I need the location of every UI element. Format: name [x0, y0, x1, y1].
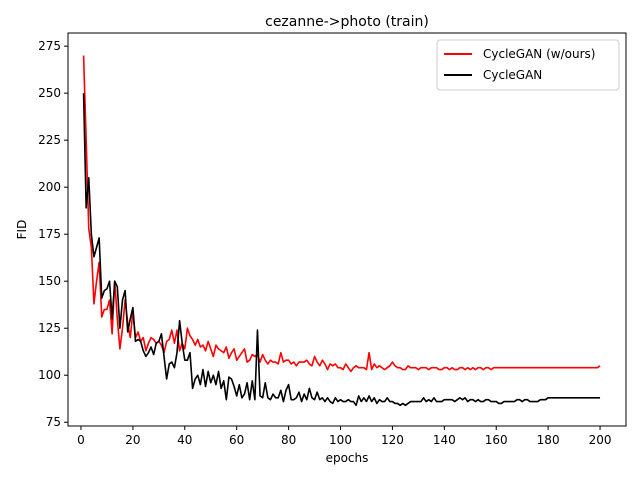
- y-axis: 75 100 125 150 175 200 225 250 275: [38, 39, 68, 429]
- x-tick-label: 60: [229, 433, 244, 447]
- x-axis-label: epochs: [326, 451, 369, 465]
- y-tick-label: 175: [38, 227, 61, 241]
- plot-area: [67, 32, 627, 427]
- y-tick-label: 75: [46, 415, 61, 429]
- x-tick-label: 160: [485, 433, 508, 447]
- series-line-0: [82, 55, 601, 373]
- x-axis: 0 20 40 60 80 100 120 140 160 180 200: [77, 426, 611, 447]
- series-lines: [82, 55, 601, 407]
- x-tick-label: 40: [177, 433, 192, 447]
- x-tick-label: 0: [77, 433, 85, 447]
- y-tick-label: 150: [38, 274, 61, 288]
- y-tick-label: 200: [38, 180, 61, 194]
- legend-entry-1: CycleGAN: [483, 68, 542, 82]
- x-tick-label: 140: [433, 433, 456, 447]
- plot-frame: [67, 32, 627, 427]
- y-tick-label: 275: [38, 39, 61, 53]
- chart-title: cezanne->photo (train): [265, 14, 429, 30]
- x-tick-label: 100: [329, 433, 352, 447]
- series-line-1: [82, 93, 601, 407]
- y-tick-label: 250: [38, 86, 61, 100]
- x-tick-label: 180: [537, 433, 560, 447]
- y-tick-label: 125: [38, 321, 61, 335]
- y-tick-label: 100: [38, 368, 61, 382]
- y-axis-label: FID: [15, 220, 29, 240]
- x-tick-label: 120: [381, 433, 404, 447]
- legend-entry-0: CycleGAN (w/ours): [483, 47, 595, 61]
- legend: CycleGAN (w/ours) CycleGAN: [436, 39, 620, 91]
- y-tick-label: 225: [38, 133, 61, 147]
- x-tick-label: 80: [281, 433, 296, 447]
- x-tick-label: 200: [589, 433, 612, 447]
- x-tick-label: 20: [125, 433, 140, 447]
- legend-box: [436, 39, 620, 91]
